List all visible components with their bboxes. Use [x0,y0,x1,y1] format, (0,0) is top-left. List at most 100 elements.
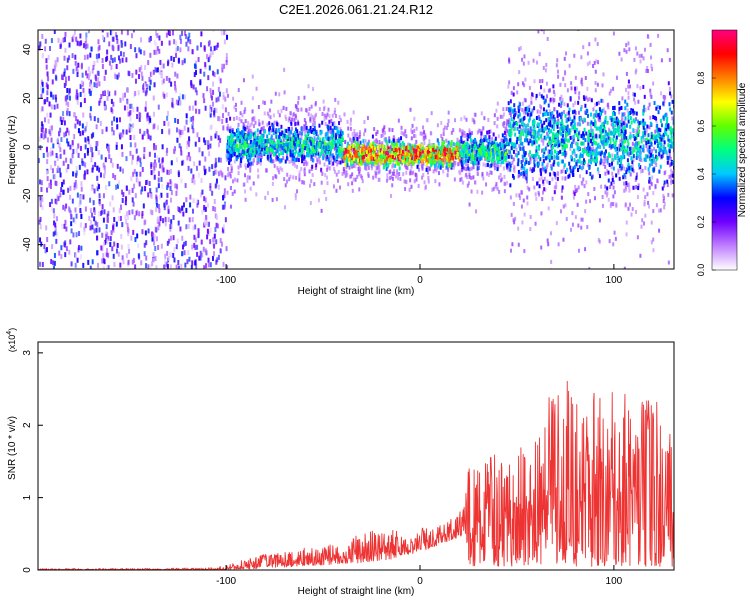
spectrogram-cell [301,180,304,185]
spectrogram-cell [115,35,118,41]
spectrogram-cell [44,248,47,254]
spectrogram-cell [650,55,653,60]
spectrogram-cell [55,152,58,158]
spectrogram-cell [47,54,50,60]
spectrogram-cell [152,235,155,241]
spectrogram-cell [603,156,606,161]
spectrogram-cell [51,79,54,85]
spectrogram-cell [146,179,149,185]
spectrogram-cell [72,68,75,74]
spectrogram-cell [327,107,330,112]
spectrogram-cell [228,160,231,165]
spectrogram-cell [449,142,452,147]
spectrogram-cell [39,216,42,222]
spectrogram-cell [131,72,134,78]
spectrogram-cell [606,193,609,198]
spectrogram-cell [93,228,96,234]
spectrogram-cell [72,171,75,177]
spectrogram-cell [477,160,480,165]
spectrogram-cell [87,136,90,142]
spectrogram-cell [460,176,463,181]
spectrogram-cell [403,132,406,137]
spectrogram-cell [438,153,441,158]
spectrogram-cell [349,117,352,122]
spectrogram-cell [270,145,273,150]
spectrogram-cell [352,163,355,168]
spectrogram-cell [624,187,627,192]
spectrogram-cell [367,146,370,151]
spectrogram-cell [210,93,213,99]
spectrogram-cell [580,225,583,230]
spectrogram-cell [240,119,243,124]
spectrogram-cell [58,130,61,136]
spectrogram-cell [245,144,248,149]
spectrogram-cell [251,146,254,151]
spectrogram-cell [74,219,77,225]
spectrogram-cell [460,139,463,144]
spectrogram-cell [111,162,114,168]
spectrogram-cell [588,267,591,269]
spectrogram-cell [153,234,156,240]
spectrogram-cell [240,150,243,155]
spectrogram-cell [461,152,464,157]
spectrogram-cell [603,20,605,24]
spectrogram-cell [270,151,273,156]
spectrogram-cell [403,152,406,157]
spectrogram-cell [476,171,479,176]
spectrogram-cell [451,160,454,165]
spectrogram-cell [103,165,106,171]
spectrogram-cell [464,133,467,138]
spectrogram-cell [147,192,150,198]
spectrogram-cell [276,149,279,154]
spectrogram-cell [227,136,230,141]
spectrogram-cell [447,168,450,173]
spectrogram-cell [510,109,513,114]
spectrogram-cell [117,44,120,50]
spectrogram-cell [155,187,158,193]
spectrogram-cell [80,64,83,70]
spectrogram-cell [457,150,460,155]
spectrogram-cell [293,160,296,165]
spectrogram-cell [634,177,637,182]
spectrogram-cell [217,254,220,260]
spectrogram-cell [268,121,271,126]
spectrogram-cell [467,181,470,186]
spectrogram-cell [490,150,493,155]
spectrogram-cell [290,150,293,155]
spectrogram-cell [76,93,79,99]
spectrogram-cell [442,169,445,174]
spectrogram-cell [149,264,152,269]
spectrogram-cell [145,180,148,186]
spectrogram-cell [212,70,215,76]
spectrogram-cell [505,148,508,153]
spectrogram-cell [209,262,212,268]
spectrogram-cell [137,253,140,259]
spectrogram-cell [151,231,154,237]
spectrogram-cell [41,106,44,112]
spectrogram-cell [656,178,659,183]
spectrogram-cell [326,124,329,129]
spectrogram-cell [346,141,349,146]
spectrogram-cell [644,195,647,200]
spectrogram-cell [357,158,360,163]
spectrogram-cell [644,107,647,112]
spectrogram-cell [346,172,349,177]
spectrogram-cell [335,135,338,140]
spectrogram-cell [486,158,489,163]
spectrogram-cell [213,72,216,78]
spectrogram-cell [175,87,178,93]
spectrogram-cell [145,89,148,95]
spectrogram-cell [121,42,124,48]
spectrogram-cell [185,224,188,230]
spectrogram-cell [463,115,466,120]
spectrogram-cell [507,167,510,172]
spectrogram-cell [633,97,636,102]
spectrogram-cell [41,53,44,59]
spectrogram-cell [286,134,289,139]
spectrogram-cell [183,250,186,256]
spectrogram-cell [308,169,311,174]
spectrogram-cell [412,170,415,175]
spectrogram-cell [241,138,244,143]
spectrogram-cell [248,175,251,180]
spectrogram-cell [586,0,588,3]
